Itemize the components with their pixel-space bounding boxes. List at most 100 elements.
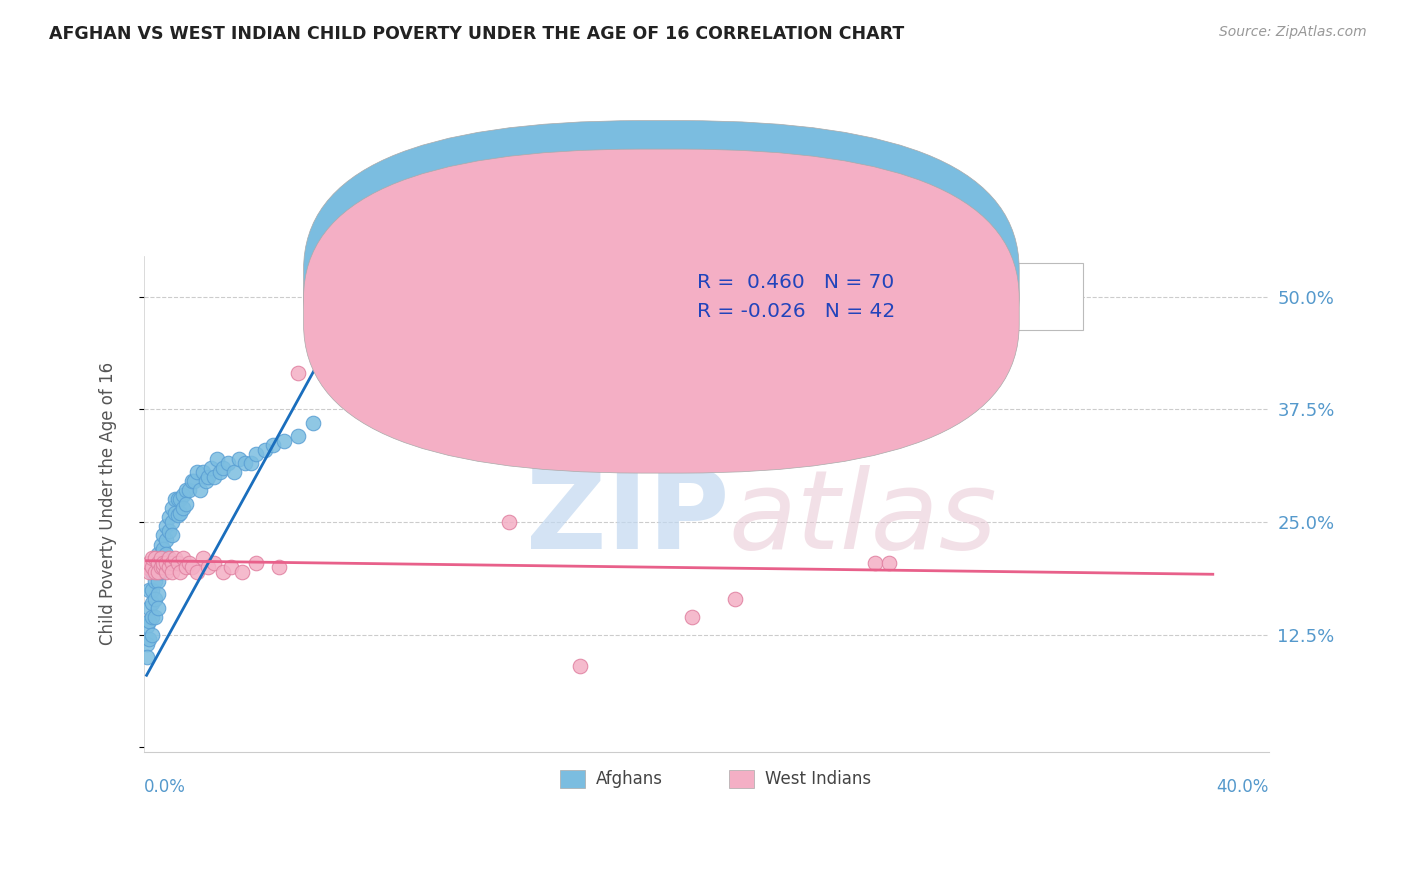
Point xyxy=(155,565,177,579)
Point xyxy=(169,492,191,507)
Point xyxy=(197,560,219,574)
Text: ZIP: ZIP xyxy=(526,466,728,573)
Point xyxy=(141,609,163,624)
Point xyxy=(172,488,194,502)
Point xyxy=(152,560,174,574)
Point xyxy=(138,565,160,579)
Point xyxy=(143,609,166,624)
Point xyxy=(211,460,233,475)
Point xyxy=(146,587,169,601)
Point xyxy=(166,556,188,570)
Point xyxy=(146,547,169,561)
Point xyxy=(273,434,295,448)
Point xyxy=(186,466,208,480)
Point xyxy=(183,475,205,489)
Point xyxy=(208,466,231,480)
Point xyxy=(169,565,191,579)
Point xyxy=(498,515,520,529)
Point xyxy=(141,582,163,597)
Point xyxy=(135,650,157,665)
Text: Source: ZipAtlas.com: Source: ZipAtlas.com xyxy=(1219,25,1367,39)
Point xyxy=(149,551,172,566)
Point xyxy=(863,556,886,570)
Point xyxy=(149,551,172,566)
Point xyxy=(163,551,186,566)
Point xyxy=(152,541,174,556)
Point xyxy=(174,560,197,574)
Point xyxy=(202,470,225,484)
Text: Afghans: Afghans xyxy=(596,770,664,788)
Point xyxy=(211,565,233,579)
Point xyxy=(138,632,160,647)
Text: West Indians: West Indians xyxy=(765,770,872,788)
Point xyxy=(155,556,177,570)
Point xyxy=(197,470,219,484)
Point xyxy=(152,528,174,542)
Point xyxy=(191,466,214,480)
Point xyxy=(301,416,323,430)
Text: atlas: atlas xyxy=(728,466,997,573)
Point xyxy=(143,591,166,606)
Point xyxy=(160,515,183,529)
Point xyxy=(180,475,202,489)
Point xyxy=(172,501,194,516)
Point xyxy=(228,451,250,466)
FancyBboxPatch shape xyxy=(304,149,1019,473)
Point xyxy=(138,582,160,597)
Point xyxy=(138,614,160,628)
Point xyxy=(157,551,180,566)
Point xyxy=(681,609,703,624)
Point xyxy=(141,628,163,642)
Text: AFGHAN VS WEST INDIAN CHILD POVERTY UNDER THE AGE OF 16 CORRELATION CHART: AFGHAN VS WEST INDIAN CHILD POVERTY UNDE… xyxy=(49,25,904,43)
Point xyxy=(217,456,239,470)
Point xyxy=(245,447,267,461)
Point xyxy=(146,556,169,570)
Point xyxy=(160,501,183,516)
Point xyxy=(157,510,180,524)
Y-axis label: Child Poverty Under the Age of 16: Child Poverty Under the Age of 16 xyxy=(100,362,117,646)
Point xyxy=(169,506,191,520)
Point xyxy=(155,547,177,561)
Text: R = -0.026   N = 42: R = -0.026 N = 42 xyxy=(697,301,896,320)
FancyBboxPatch shape xyxy=(621,263,1084,330)
Point xyxy=(160,528,183,542)
Point xyxy=(166,492,188,507)
Point xyxy=(180,560,202,574)
Point xyxy=(174,497,197,511)
Point xyxy=(222,466,245,480)
Point xyxy=(262,438,284,452)
FancyBboxPatch shape xyxy=(304,120,1019,444)
Bar xyxy=(728,771,754,788)
Point xyxy=(202,556,225,570)
Point xyxy=(155,533,177,547)
Point xyxy=(138,556,160,570)
Point xyxy=(149,560,172,574)
Point xyxy=(149,565,172,579)
Point xyxy=(143,574,166,588)
Point xyxy=(146,565,169,579)
Point xyxy=(143,551,166,566)
Point xyxy=(174,483,197,498)
Point xyxy=(172,551,194,566)
Point xyxy=(253,442,276,457)
Point xyxy=(723,591,745,606)
Text: 0.0%: 0.0% xyxy=(143,778,186,796)
Point xyxy=(200,460,222,475)
Text: R =  0.460   N = 70: R = 0.460 N = 70 xyxy=(697,273,894,292)
Point xyxy=(138,600,160,615)
Point xyxy=(329,326,352,340)
Point xyxy=(177,483,200,498)
Point xyxy=(163,506,186,520)
Point xyxy=(877,556,900,570)
Point xyxy=(152,556,174,570)
Point xyxy=(160,556,183,570)
Point xyxy=(141,596,163,610)
Point xyxy=(177,556,200,570)
Point xyxy=(231,565,253,579)
Point xyxy=(219,560,242,574)
Point xyxy=(166,508,188,522)
Point xyxy=(135,637,157,651)
Point xyxy=(233,456,256,470)
Point xyxy=(186,565,208,579)
Point xyxy=(239,456,262,470)
